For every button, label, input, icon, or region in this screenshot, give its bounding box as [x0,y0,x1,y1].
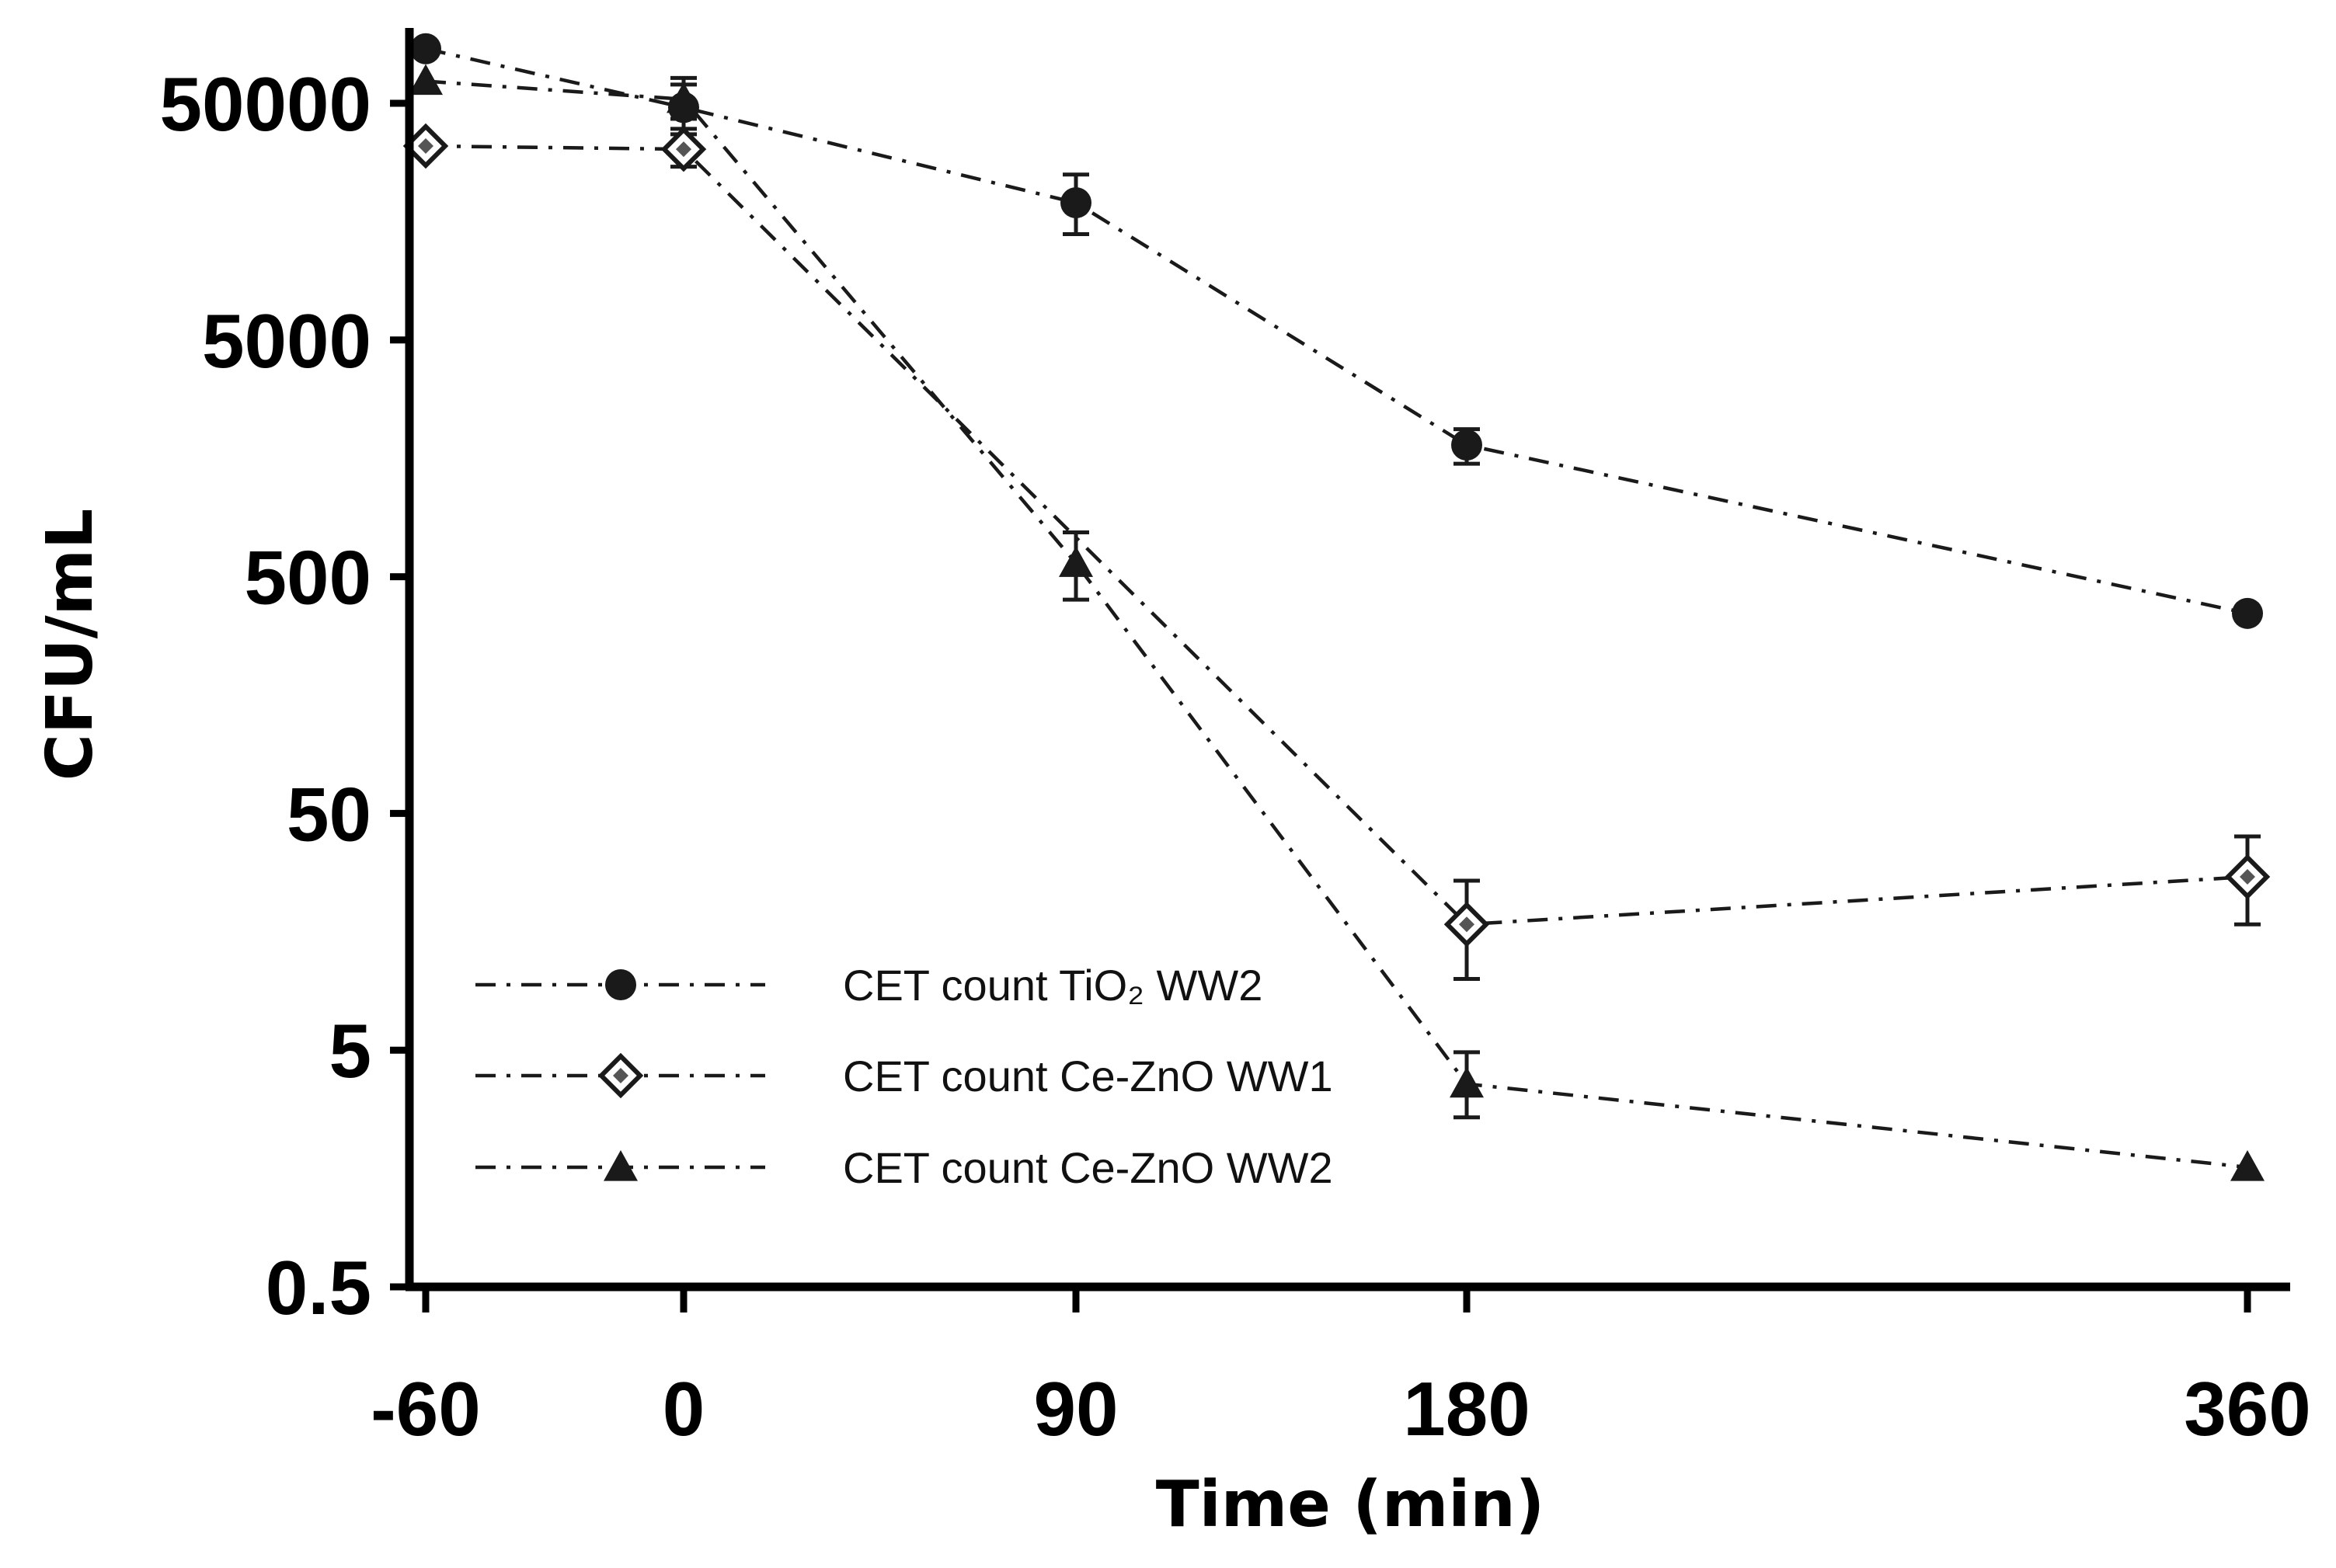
series-line [425,47,2248,616]
legend-label: CET count Ce-ZnO WW1 [843,1052,1333,1100]
x-ticks: -60 0 90 180 360 [371,1287,2311,1452]
x-axis-title: Time (min) [1156,1468,1545,1542]
marker-diamond-core [676,141,691,158]
marker-circle [1451,429,1482,461]
x-tick-label: 0 [663,1366,705,1452]
x-tick-label: 180 [1403,1366,1530,1452]
marker-triangle [2230,1150,2265,1181]
series-line [425,144,2248,927]
legend-label: CET count Ce-ZnO WW2 [843,1143,1333,1192]
y-tick-label: 5000 [202,298,371,384]
marker-diamond-core [1459,916,1474,933]
x-tick-label: 360 [2184,1366,2311,1452]
marker-circle [605,969,636,1000]
x-tick-label: -60 [371,1366,481,1452]
y-ticks: 0.5 5 50 500 5000 50000 [159,61,409,1330]
marker-circle [1060,187,1091,219]
y-tick-label: 50 [287,771,371,857]
y-axis-title: CFU/mL [33,509,107,781]
marker-triangle [409,64,443,96]
legend-label: CET count TiO₂ WW2 [843,961,1262,1010]
series-lines [425,47,2248,1170]
marker-triangle [1059,546,1093,577]
x-tick-label: 90 [1033,1366,1118,1452]
marker-triangle [604,1150,638,1181]
y-tick-label: 500 [244,535,371,621]
legend: CET count TiO₂ WW2 CET count Ce-ZnO WW1 CE… [475,961,1333,1192]
marker-triangle [1450,1066,1484,1098]
marker-diamond-core [613,1068,628,1083]
y-tick-label: 5 [329,1008,371,1093]
marker-circle [410,33,441,64]
data-markers [402,33,2271,1181]
series-line [425,79,2248,1170]
marker-diamond-core [2240,868,2255,885]
y-tick-label: 0.5 [266,1245,371,1330]
y-tick-label: 50000 [159,61,371,147]
marker-circle [2232,597,2263,629]
marker-diamond-core [418,138,433,155]
marker-triangle [667,82,701,113]
axes [405,28,2290,1292]
